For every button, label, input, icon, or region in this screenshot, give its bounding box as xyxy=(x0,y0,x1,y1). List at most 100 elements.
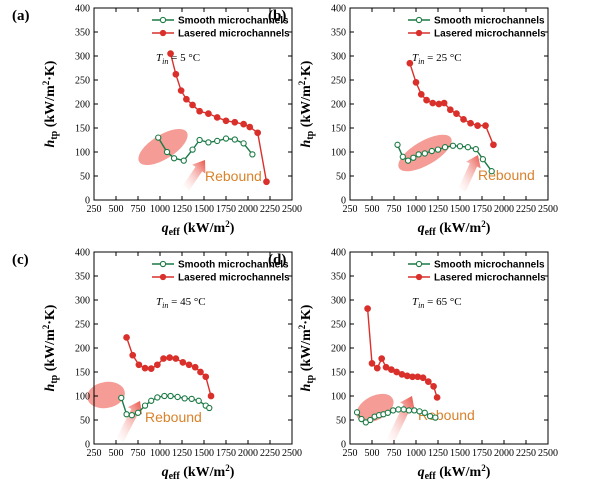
y-tick-label: 250 xyxy=(331,320,346,331)
data-point xyxy=(246,123,254,131)
data-point xyxy=(196,136,203,144)
legend-marker xyxy=(415,260,423,268)
y-tick-label: 200 xyxy=(75,100,90,111)
data-point xyxy=(441,144,449,151)
x-tick-label: 750 xyxy=(387,448,402,459)
rebound-label: Rebound xyxy=(145,409,202,425)
data-point xyxy=(393,368,400,376)
data-point xyxy=(172,355,180,362)
y-tick-label: 0 xyxy=(85,196,90,207)
y-tick-label: 0 xyxy=(85,440,90,451)
x-axis-label-q: q xyxy=(162,221,169,236)
data-point xyxy=(405,407,413,414)
x-tick-label: 1750 xyxy=(216,204,236,215)
data-point xyxy=(214,137,221,145)
x-tick-label: 1250 xyxy=(172,448,192,459)
legend-marker xyxy=(415,16,423,24)
y-tick-label: 300 xyxy=(75,296,90,307)
x-axis-label-sup: 2 xyxy=(481,463,486,473)
x-tick-label: 250 xyxy=(87,448,102,459)
x-axis-label-q: q xyxy=(418,221,425,236)
x-tick-label: 1500 xyxy=(450,204,470,215)
x-tick-label: 1500 xyxy=(450,448,470,459)
legend-marker xyxy=(159,29,167,37)
data-point xyxy=(378,355,386,362)
data-point xyxy=(179,359,187,366)
y-axis-label: htp (kW/m2·K) xyxy=(297,60,316,147)
data-point xyxy=(430,383,437,390)
data-point xyxy=(197,368,204,376)
data-point xyxy=(161,392,168,400)
x-axis-label-sup: 2 xyxy=(481,219,486,229)
data-point xyxy=(433,394,441,401)
data-point xyxy=(123,411,130,418)
legend-label: Lasered microchannels xyxy=(178,273,290,284)
y-tick-label: 250 xyxy=(75,76,90,87)
data-point xyxy=(423,96,430,104)
data-point xyxy=(394,141,401,148)
data-point xyxy=(440,99,448,107)
inlet-temperature-sub: in xyxy=(418,57,424,66)
legend-marker xyxy=(159,260,167,268)
data-point xyxy=(364,305,371,312)
data-point xyxy=(191,363,199,371)
y-axis-label-sup: 2 xyxy=(41,80,51,85)
data-point xyxy=(424,378,432,385)
y-axis-label-close: ·K) xyxy=(43,304,58,325)
y-tick-label: 100 xyxy=(75,392,90,403)
y-tick-label: 100 xyxy=(75,148,90,159)
data-point xyxy=(389,407,397,414)
x-tick-label: 1250 xyxy=(172,204,192,215)
y-tick-label: 150 xyxy=(331,368,346,379)
x-tick-label: 1750 xyxy=(216,448,236,459)
data-point xyxy=(181,395,188,402)
x-tick-label: 2000 xyxy=(494,448,514,459)
data-point xyxy=(240,140,247,147)
y-tick-label: 50 xyxy=(80,172,90,183)
y-axis-label-sup: 2 xyxy=(297,324,307,329)
inlet-temperature-eq: = xyxy=(168,52,180,64)
x-tick-label: 1000 xyxy=(150,448,170,459)
panel-label: (c) xyxy=(12,252,29,268)
x-tick-label: 250 xyxy=(87,204,102,215)
y-tick-label: 200 xyxy=(331,344,346,355)
x-axis-label: qeff (kW/m2) xyxy=(162,463,235,482)
inlet-temperature-value: 65 °C xyxy=(436,296,462,308)
data-point xyxy=(411,407,418,414)
data-point xyxy=(172,70,180,78)
data-point xyxy=(231,118,239,126)
data-point xyxy=(222,135,230,142)
inlet-temperature-label: Tin = 5 °C xyxy=(156,52,200,66)
data-point xyxy=(421,150,428,157)
data-point xyxy=(154,361,161,369)
data-point xyxy=(195,397,202,404)
x-tick-label: 1000 xyxy=(406,204,426,215)
x-tick-label: 1000 xyxy=(150,204,170,215)
x-axis-label-unit: (kW/m xyxy=(436,465,482,480)
data-point xyxy=(421,409,428,416)
y-axis-label-unit: (kW/m xyxy=(43,85,58,131)
data-point xyxy=(185,361,193,369)
legend-marker xyxy=(415,273,423,281)
y-axis-label-unit: (kW/m xyxy=(299,85,314,131)
x-tick-label: 2500 xyxy=(538,204,558,215)
y-axis-label-h: h xyxy=(43,139,58,147)
x-axis-label-sub: eff xyxy=(169,227,181,238)
y-tick-label: 0 xyxy=(341,196,346,207)
y-axis-label-group: htp (kW/m2·K) xyxy=(297,304,316,391)
data-point xyxy=(166,354,174,361)
x-tick-label: 2500 xyxy=(538,448,558,459)
data-point xyxy=(400,406,407,413)
series-lasered xyxy=(364,305,441,401)
data-point xyxy=(174,393,181,401)
data-point xyxy=(358,415,365,423)
x-axis-label-sup: 2 xyxy=(225,219,230,229)
x-axis-label-sup: 2 xyxy=(225,463,230,473)
data-point xyxy=(180,157,187,164)
data-point xyxy=(488,168,495,175)
y-tick-label: 150 xyxy=(75,124,90,135)
data-point xyxy=(183,95,190,103)
y-tick-label: 50 xyxy=(336,416,346,427)
x-axis-label-unit: (kW/m xyxy=(180,221,226,236)
rebound-arrow xyxy=(182,160,206,191)
